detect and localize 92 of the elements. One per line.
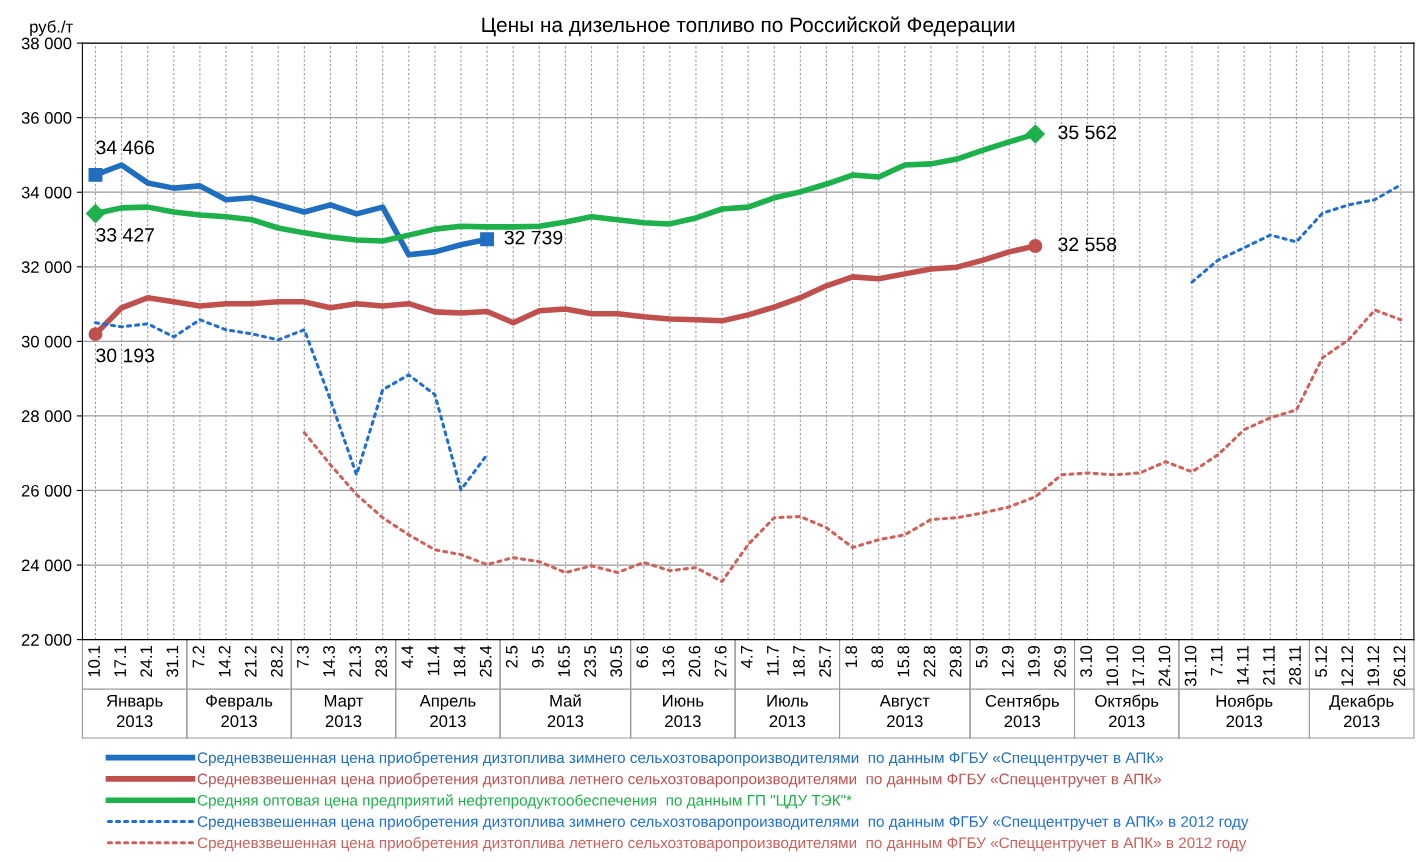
x-tick-label: 7.11 bbox=[1210, 645, 1223, 676]
x-tick-label: 31.10 bbox=[1184, 645, 1197, 687]
x-tick-label: 13.6 bbox=[662, 645, 675, 677]
x-tick-label: 30.5 bbox=[610, 645, 623, 677]
x-tick-label: 9.5 bbox=[531, 645, 544, 668]
x-tick-label: 19.12 bbox=[1367, 645, 1380, 686]
x-tick-label: 17.10 bbox=[1132, 645, 1145, 686]
text: Ноябрь 2013 bbox=[1216, 694, 1273, 728]
x-tick-label: 16.5 bbox=[558, 645, 570, 677]
x-tick-label: 14.3 bbox=[323, 645, 335, 677]
text: Средневзвешенная цена приобретения дизтоплива летнего сельхозтоваропроизводителями по данным ФГБУ «Спеццентручет в АПК» в 2012 году bbox=[197, 836, 1247, 852]
point bbox=[1025, 124, 1045, 144]
point bbox=[88, 167, 103, 182]
x-tick-label: 1.8 bbox=[845, 645, 858, 668]
point bbox=[88, 327, 103, 342]
text: Средневзвешенная цена приобретения дизтоплива зимнего сельхозтоваропроизводителями по данным ФГБУ «Спеццентручет в АПК» в 2012 году bbox=[197, 815, 1249, 830]
annotation: 35 562 bbox=[1058, 125, 1117, 140]
x-tick-label: 4.4 bbox=[401, 645, 414, 668]
y-tick-label: 28 000 bbox=[21, 410, 72, 423]
x-tick-label: 24.10 bbox=[1158, 645, 1171, 687]
x-tick-label: 27.6 bbox=[714, 645, 727, 677]
x-tick-label: 15.8 bbox=[897, 645, 910, 677]
text: Сентябрь 2013 bbox=[985, 694, 1059, 728]
x-tick-label: 23.5 bbox=[584, 645, 596, 677]
x-tick-label: 5.12 bbox=[1315, 645, 1327, 677]
text: Средневзвешенная цена приобретения дизтоплива зимнего сельхозтоваропроизводителями по данным ФГБУ «Спеццентручет в АПК» bbox=[197, 751, 1164, 767]
x-tick-label: 10.1 bbox=[88, 645, 100, 677]
text: Май 2013 bbox=[547, 694, 584, 728]
y-axis-title: руб./т bbox=[30, 20, 73, 36]
annotation: 32 558 bbox=[1058, 237, 1117, 252]
x-tick-label: 25.7 bbox=[819, 645, 831, 677]
x-tick-label: 12.9 bbox=[1001, 645, 1014, 677]
x-tick-label: 2.5 bbox=[505, 645, 518, 668]
x-tick-label: 21.3 bbox=[349, 645, 362, 677]
x-tick-label: 8.8 bbox=[871, 645, 884, 668]
x-tick-label: 21.11 bbox=[1262, 645, 1275, 685]
y-tick-label: 38 000 bbox=[21, 37, 72, 50]
y-tick-label: 24 000 bbox=[21, 559, 72, 572]
x-tick-label: 28.3 bbox=[375, 645, 388, 677]
text: Октябрь 2013 bbox=[1095, 694, 1159, 728]
x-tick-label: 11.4 bbox=[427, 645, 440, 676]
x-tick-label: 14.11 bbox=[1237, 645, 1249, 685]
x-tick-label: 4.7 bbox=[741, 645, 753, 668]
x-tick-label: 7.3 bbox=[297, 645, 309, 668]
text: Средняя оптовая цена предприятий нефтепродуктообеспечения по данным ГП "ЦДУ ТЭК"* bbox=[197, 794, 852, 809]
y-tick-label: 32 000 bbox=[21, 261, 72, 273]
x-tick-label: 18.4 bbox=[453, 645, 466, 677]
point bbox=[85, 204, 106, 224]
text: Февраль 2013 bbox=[206, 695, 273, 728]
x-tick-label: 20.6 bbox=[688, 645, 701, 677]
x-tick-label: 26.12 bbox=[1393, 645, 1406, 687]
x-tick-label: 17.1 bbox=[114, 645, 126, 677]
text: Декабрь 2013 bbox=[1329, 694, 1394, 728]
line-series bbox=[302, 308, 1403, 583]
text: Апрель 2013 bbox=[419, 695, 476, 728]
x-tick-label: 18.7 bbox=[793, 645, 805, 677]
x-tick-label: 10.10 bbox=[1106, 645, 1119, 686]
x-tick-label: 28.11 bbox=[1289, 645, 1301, 685]
annotation: 34 466 bbox=[96, 140, 155, 155]
chart-title: Цены на дизельное топливо по Российской Федерации bbox=[482, 16, 1015, 37]
x-tick-label: 24.1 bbox=[140, 645, 152, 677]
text: Март 2013 bbox=[324, 695, 364, 728]
point bbox=[480, 232, 495, 247]
text: Август 2013 bbox=[879, 695, 930, 728]
y-tick-label: 26 000 bbox=[21, 484, 72, 497]
annotation: 32 739 bbox=[504, 230, 563, 245]
text: Июль 2013 bbox=[767, 695, 808, 728]
x-tick-label: 25.4 bbox=[479, 645, 492, 677]
x-tick-label: 22.8 bbox=[923, 645, 936, 677]
x-tick-label: 29.8 bbox=[949, 645, 962, 677]
y-tick-label: 36 000 bbox=[21, 112, 72, 124]
x-tick-label: 3.10 bbox=[1080, 645, 1093, 677]
x-tick-label: 31.1 bbox=[166, 645, 179, 677]
x-tick-label: 12.12 bbox=[1341, 645, 1353, 686]
text: Январь 2013 bbox=[106, 695, 163, 728]
x-tick-label: 11.7 bbox=[767, 645, 779, 676]
y-tick-label: 30 000 bbox=[21, 335, 72, 348]
x-tick-label: 19.9 bbox=[1028, 645, 1040, 677]
y-tick-label: 34 000 bbox=[21, 186, 72, 199]
x-tick-label: 7.2 bbox=[192, 645, 205, 668]
text: Июнь 2013 bbox=[663, 695, 704, 728]
x-tick-label: 6.6 bbox=[636, 645, 649, 668]
x-tick-label: 5.9 bbox=[975, 645, 988, 668]
annotation: 33 427 bbox=[96, 227, 154, 242]
point bbox=[1028, 239, 1043, 253]
x-tick-label: 26.9 bbox=[1054, 645, 1066, 677]
x-tick-label: 14.2 bbox=[218, 645, 231, 677]
text: Средневзвешенная цена приобретения дизтоплива летнего сельхозтоваропроизводителями по данным ФГБУ «Спеццентручет в АПК» bbox=[197, 772, 1161, 788]
x-tick-label: 21.2 bbox=[244, 645, 257, 677]
y-tick-label: 22 000 bbox=[21, 634, 72, 646]
annotation: 30 193 bbox=[96, 348, 155, 363]
x-tick-label: 28.2 bbox=[270, 645, 283, 677]
